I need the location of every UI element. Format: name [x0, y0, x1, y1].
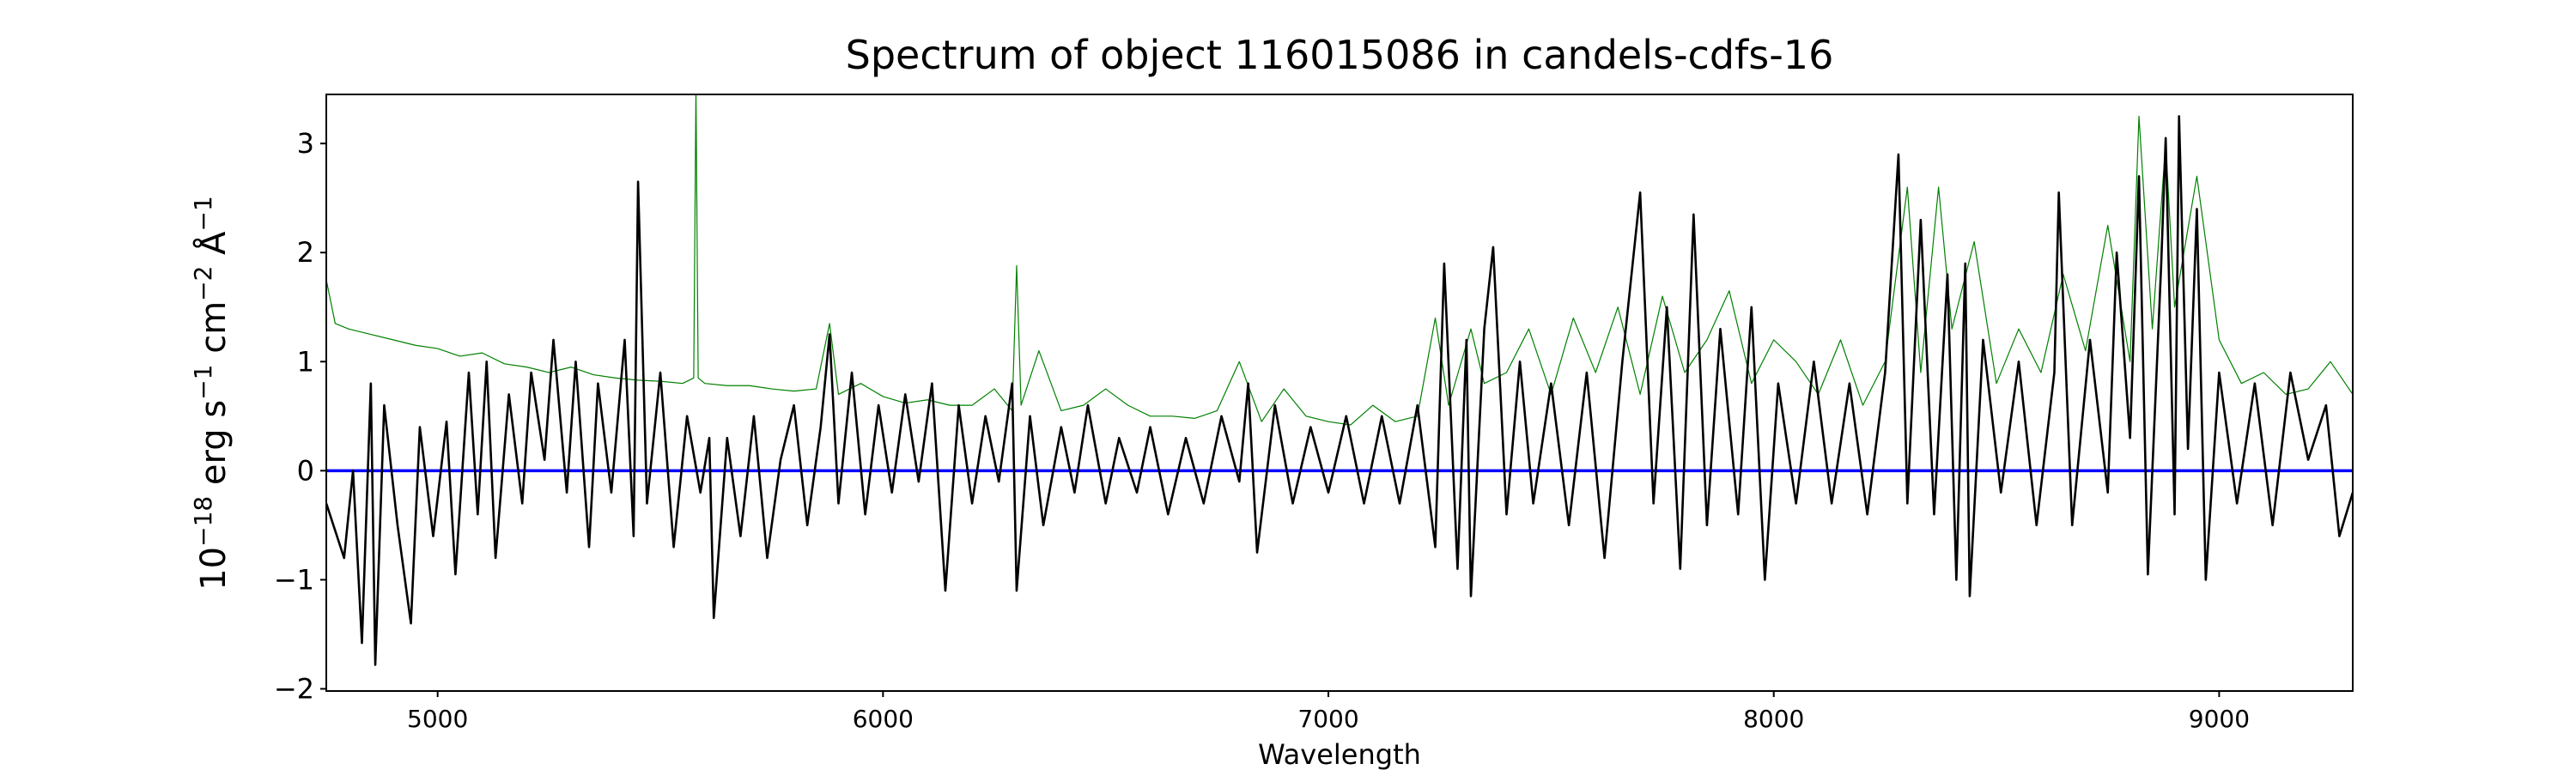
y-tick-label: −2 — [274, 672, 314, 705]
y-axis-label: 10−18 erg s−1 cm−2 Å−1 — [189, 196, 234, 591]
chart-title: Spectrum of object 116015086 in candels-… — [846, 32, 1834, 78]
x-tick-label: 8000 — [1743, 705, 1804, 733]
y-tick-label: 0 — [297, 454, 314, 487]
series-line-0 — [326, 94, 2353, 426]
x-axis-label: Wavelength — [1258, 738, 1421, 771]
plot-frame — [325, 94, 2354, 692]
series-line-2 — [326, 115, 2353, 666]
y-tick-label: −1 — [274, 563, 314, 596]
y-tick-label: 3 — [297, 127, 314, 160]
series-layer — [326, 94, 2353, 666]
x-tick-label: 7000 — [1297, 705, 1358, 733]
x-tick-label: 9000 — [2189, 705, 2250, 733]
y-tick-label: 2 — [297, 236, 314, 269]
x-axis: 5000 6000 7000 8000 9000 — [407, 691, 2250, 733]
x-tick-label: 6000 — [853, 705, 914, 733]
x-tick-label: 5000 — [407, 705, 468, 733]
y-tick-label: 1 — [297, 345, 314, 378]
y-axis: −2 −1 0 1 2 3 — [274, 127, 326, 705]
